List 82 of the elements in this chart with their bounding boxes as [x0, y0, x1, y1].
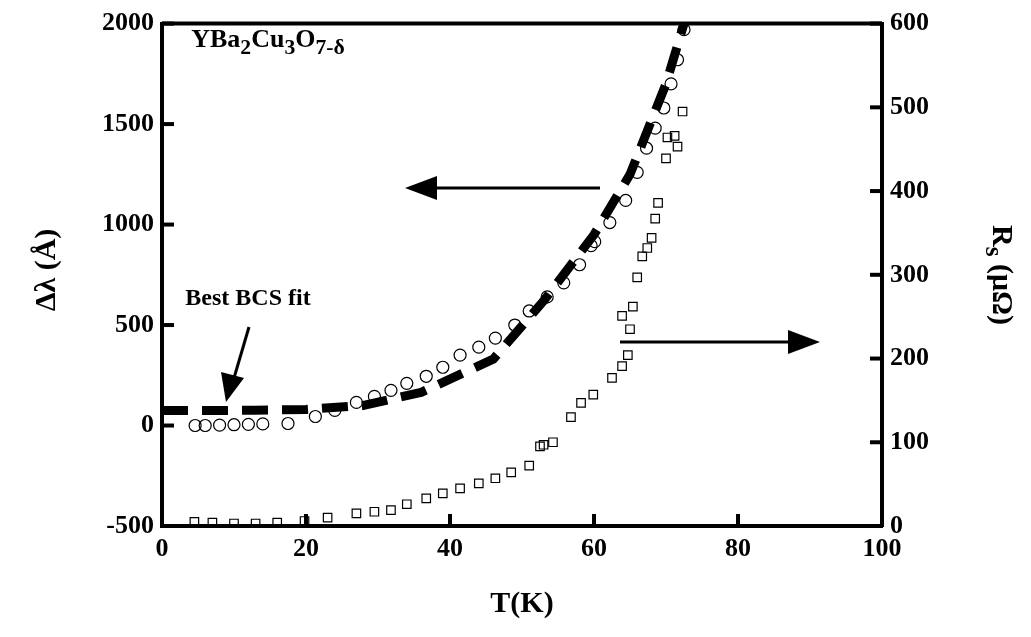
point: [646, 233, 657, 243]
y2-tick-label: 100: [890, 425, 929, 455]
y-tick-label: 500: [115, 308, 154, 338]
x-axis-title: T(K): [490, 585, 554, 619]
point: [256, 417, 270, 431]
point: [664, 77, 678, 91]
point: [653, 197, 663, 208]
point: [213, 418, 227, 432]
point: [349, 395, 363, 410]
y-tick-label: 1000: [102, 208, 154, 238]
y-tick-label: 2000: [102, 7, 154, 37]
y2-tick-label: 200: [890, 342, 929, 372]
y2-tick-label: 600: [890, 7, 929, 37]
point: [548, 437, 558, 448]
y-tick-label: 1500: [102, 107, 154, 137]
point: [650, 213, 661, 224]
point: [632, 272, 643, 283]
point: [308, 409, 322, 424]
point: [401, 499, 412, 510]
point: [566, 412, 576, 422]
point: [421, 493, 432, 504]
point: [576, 398, 586, 408]
point: [642, 243, 653, 253]
y-axis-title: Δλ (Å): [28, 228, 62, 312]
point: [369, 506, 380, 517]
point: [384, 383, 398, 397]
point: [672, 141, 683, 152]
point: [241, 417, 255, 431]
point: [524, 460, 535, 471]
point: [557, 276, 571, 290]
point: [455, 483, 465, 494]
point: [522, 304, 536, 318]
point: [669, 130, 680, 141]
point: [490, 473, 501, 484]
y2-tick-label: 300: [890, 258, 929, 288]
point: [677, 23, 691, 37]
point: [619, 193, 633, 208]
x-tick-label: 20: [293, 533, 319, 563]
y-tick-label: 0: [141, 409, 154, 439]
y-tick-label: -500: [106, 509, 154, 539]
x-tick-label: 80: [725, 533, 751, 563]
point: [400, 376, 414, 390]
x-tick-label: 40: [437, 533, 463, 563]
point: [473, 478, 484, 489]
point: [617, 361, 627, 371]
point: [322, 512, 333, 523]
point: [198, 418, 212, 433]
point: [472, 340, 486, 354]
annotation: YBa$_{2}$Cu$_{3}$O$_{7-δ}$: [191, 24, 345, 60]
point: [453, 348, 467, 362]
point: [540, 290, 554, 304]
point: [506, 467, 517, 478]
point: [419, 369, 433, 383]
point: [677, 106, 688, 117]
point: [607, 372, 617, 383]
point: [488, 331, 502, 345]
point: [625, 324, 635, 335]
point: [386, 505, 396, 515]
point: [508, 318, 522, 332]
point: [662, 132, 673, 143]
point: [227, 418, 241, 432]
point: [628, 301, 638, 312]
annotation: Best BCS fit: [185, 283, 311, 311]
x-tick-label: 60: [581, 533, 607, 563]
point: [351, 508, 362, 519]
point: [639, 141, 654, 155]
point: [535, 441, 545, 452]
point: [588, 389, 599, 400]
point: [661, 153, 671, 164]
y2-tick-label: 400: [890, 174, 929, 204]
point: [188, 418, 202, 433]
point: [623, 350, 633, 361]
point: [573, 258, 587, 272]
y2-tick-label: 500: [890, 91, 929, 121]
point: [538, 439, 549, 450]
point: [281, 416, 295, 431]
point: [603, 215, 617, 230]
point: [436, 360, 450, 374]
point: [637, 251, 648, 262]
point: [437, 488, 448, 499]
point: [617, 310, 627, 321]
point: [657, 101, 671, 115]
